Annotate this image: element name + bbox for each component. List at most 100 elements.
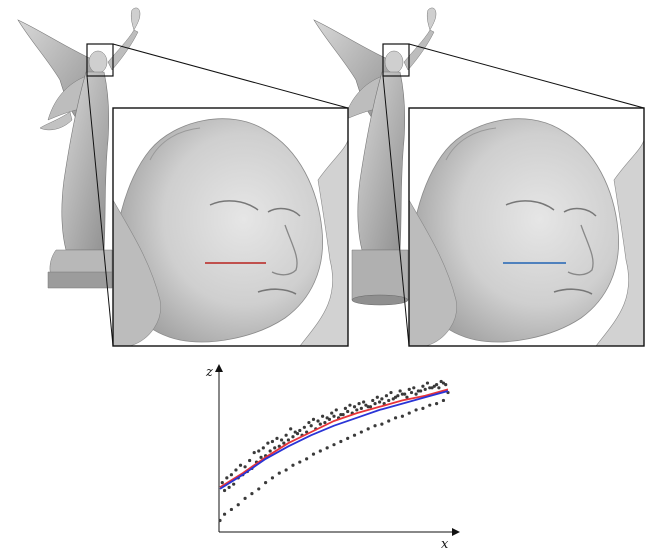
data-point: [250, 492, 254, 496]
data-point: [366, 405, 370, 409]
data-point: [359, 406, 363, 410]
data-point: [316, 419, 320, 423]
zoom-source-box-right: [382, 43, 410, 77]
data-point: [412, 386, 416, 390]
data-point: [332, 443, 336, 447]
data-point: [243, 496, 247, 500]
data-point: [236, 503, 240, 507]
data-point: [393, 416, 398, 420]
data-point: [432, 384, 436, 388]
data-point: [248, 458, 252, 463]
y-axis-arrow: [215, 364, 223, 372]
data-point: [289, 427, 293, 431]
profile-plot: x z: [205, 364, 460, 550]
data-point: [243, 465, 247, 469]
data-point: [373, 402, 377, 406]
data-point: [346, 409, 350, 414]
data-point: [387, 398, 391, 403]
data-point: [421, 406, 425, 410]
data-point: [264, 481, 268, 485]
zoom-connector-left-top: [112, 43, 349, 109]
zoom-source-box-left: [86, 43, 114, 77]
data-point: [421, 384, 425, 388]
data-point: [444, 383, 448, 387]
data-point: [398, 389, 402, 393]
data-point: [307, 420, 311, 425]
data-point: [270, 476, 275, 480]
data-point: [435, 402, 439, 406]
data-point: [284, 433, 288, 437]
data-point: [257, 449, 261, 453]
zoom-callout-right: [382, 43, 645, 347]
data-point: [286, 438, 290, 442]
data-point: [425, 381, 430, 385]
zoom-connector-right-top: [408, 43, 645, 109]
data-point: [409, 390, 414, 395]
data-point: [222, 512, 227, 516]
data-point: [405, 395, 409, 399]
data-point: [227, 485, 231, 489]
data-point: [441, 381, 446, 385]
data-point: [232, 482, 236, 486]
profile-curve-0: [219, 388, 449, 489]
x-axis-arrow: [452, 528, 460, 536]
zoom-callout-left: [86, 43, 349, 347]
data-point: [257, 487, 261, 491]
data-point: [437, 386, 441, 390]
data-point: [339, 413, 343, 417]
data-point: [261, 446, 265, 450]
data-point: [389, 390, 393, 395]
data-point: [282, 441, 286, 445]
zoom-connector-left-bottom: [86, 75, 114, 347]
data-point: [352, 433, 357, 437]
data-point: [396, 394, 400, 398]
data-point: [298, 460, 302, 464]
data-point: [348, 403, 352, 407]
data-point: [355, 408, 359, 412]
data-point: [277, 444, 281, 448]
statue-right: [313, 7, 437, 306]
data-point: [423, 387, 427, 391]
data-point: [327, 417, 332, 421]
face-panel-right-frame: [408, 107, 645, 347]
data-point: [373, 424, 377, 428]
data-point: [428, 403, 432, 407]
data-point: [403, 392, 407, 396]
data-point: [332, 414, 336, 418]
data-point: [359, 430, 363, 434]
data-point: [325, 446, 329, 450]
data-point: [380, 397, 384, 401]
data-point: [309, 424, 313, 428]
data-point: [291, 435, 295, 439]
data-point: [238, 463, 243, 467]
face-panel-right: [408, 107, 645, 347]
data-point: [234, 468, 238, 472]
data-point: [346, 436, 350, 440]
data-point: [362, 400, 366, 404]
data-point: [218, 518, 222, 523]
data-point: [302, 425, 306, 429]
data-point: [430, 386, 434, 390]
data-point: [378, 400, 382, 404]
data-point: [252, 450, 256, 455]
data-point: [222, 488, 227, 493]
data-point: [419, 389, 423, 393]
data-point: [330, 411, 334, 415]
data-point: [387, 419, 391, 423]
data-point: [357, 402, 361, 406]
data-point: [343, 406, 347, 410]
data-point: [268, 449, 272, 453]
data-point: [339, 439, 343, 444]
data-point: [393, 395, 398, 399]
data-point: [375, 395, 379, 399]
data-point: [291, 463, 295, 467]
data-point: [414, 408, 418, 412]
data-point: [407, 411, 411, 415]
data-point: [270, 439, 275, 444]
data-point: [371, 398, 375, 403]
data-point: [229, 473, 233, 477]
data-point: [334, 408, 338, 412]
data-point: [414, 392, 418, 396]
data-point: [318, 422, 322, 426]
